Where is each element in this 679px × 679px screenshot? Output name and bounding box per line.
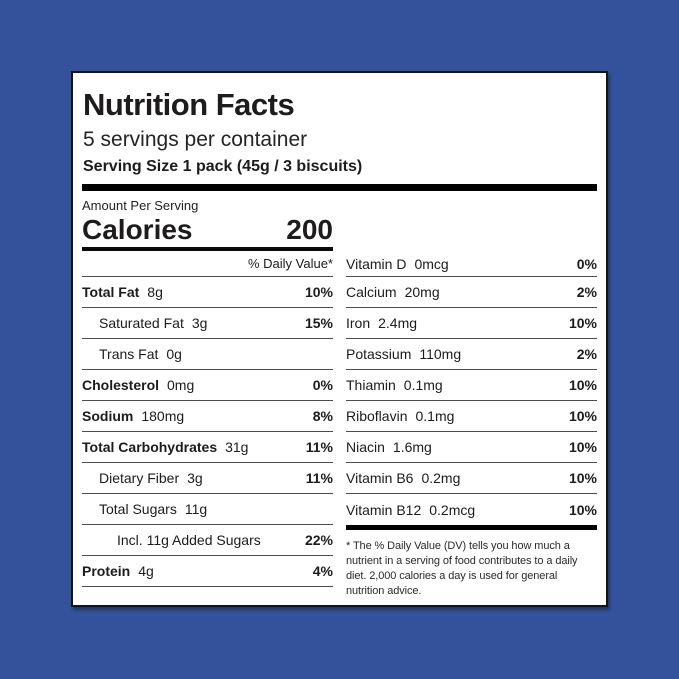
calories-value: 200 <box>286 214 333 245</box>
nutrient-amount: 11g <box>184 501 208 517</box>
nutrient-row: Vitamin B12 0.2mcg 10% <box>346 494 597 525</box>
nutrient-name: Vitamin B12 <box>346 501 422 518</box>
nutrient-name: Dietary Fiber <box>99 470 180 486</box>
nutrient-amount: 0mg <box>167 377 195 393</box>
nutrient-amount: 180mg <box>141 408 185 424</box>
nutrient-daily-value: 22% <box>304 532 333 548</box>
nutrient-daily-value: 11% <box>305 439 333 455</box>
nutrient-daily-value: 8% <box>312 408 333 424</box>
serving-size: Serving Size 1 pack (45g / 3 biscuits) <box>83 158 363 175</box>
nutrient-amount: 4g <box>138 563 154 579</box>
nutrient-daily-value: 10% <box>568 315 597 331</box>
nutrient-name: Total Carbohydrates <box>82 439 218 455</box>
page-title: Nutrition Facts <box>83 87 295 122</box>
header-divider-bar <box>82 184 597 191</box>
right-nutrient-list: Vitamin D 0mcg 0% Calcium 20mg 2% Iron 2.4mg 10%… <box>346 251 597 525</box>
nutrient-name: Trans Fat <box>99 346 159 362</box>
calories-row: Calories 200 <box>82 215 333 245</box>
left-column: % Daily Value* Total Fat 8g 10% Saturated F… <box>82 251 333 599</box>
nutrient-daily-value: 11% <box>305 470 333 486</box>
nutrient-row: Total Sugars 11g <box>82 494 333 525</box>
nutrient-columns: % Daily Value* Total Fat 8g 10% Saturated F… <box>82 251 597 599</box>
nutrient-amount: 31g <box>225 439 249 455</box>
nutrient-row: Total Carbohydrates 31g 11% <box>82 432 333 463</box>
nutrient-row: Total Fat 8g 10% <box>82 277 333 308</box>
nutrient-daily-value: 10% <box>568 439 597 455</box>
nutrient-daily-value: 15% <box>304 315 333 331</box>
nutrient-row: Vitamin B6 0.2mg 10% <box>346 463 597 494</box>
nutrient-name: Saturated Fat <box>99 315 184 331</box>
nutrient-amount: 0.1mg <box>415 408 455 424</box>
calories-divider-bar <box>82 247 333 251</box>
nutrient-name: Protein <box>82 563 131 579</box>
nutrition-facts-panel: Nutrition Facts 5 servings per container… <box>71 71 608 607</box>
servings-per-container: 5 servings per container <box>83 128 308 151</box>
nutrient-daily-value: 0% <box>312 377 333 393</box>
nutrient-row: Thiamin 0.1mg 10% <box>346 370 597 401</box>
nutrient-daily-value: 2% <box>576 346 597 362</box>
nutrient-name: Total Fat <box>82 284 140 300</box>
nutrient-daily-value: 10% <box>568 501 597 518</box>
nutrient-name: Vitamin B6 <box>346 470 414 486</box>
nutrient-amount: 0.2mcg <box>429 501 476 518</box>
nutrient-amount: 110mg <box>419 346 462 362</box>
nutrient-amount: 3g <box>191 315 208 331</box>
nutrient-amount: 0mcg <box>414 255 449 272</box>
nutrient-name: Sodium <box>82 408 134 424</box>
nutrient-amount: 2.4mg <box>378 315 418 331</box>
nutrient-daily-value: 10% <box>304 284 333 300</box>
nutrient-name: Total Sugars <box>99 501 177 517</box>
nutrient-row: Incl. 11g Added Sugars 22% <box>82 525 333 556</box>
nutrient-amount: 0.1mg <box>403 377 443 393</box>
daily-value-footnote: * The % Daily Value (DV) tells you how m… <box>346 540 578 597</box>
nutrient-amount: 0.2mg <box>421 470 461 486</box>
nutrient-daily-value: 10% <box>568 470 597 486</box>
nutrient-daily-value: 2% <box>576 284 597 300</box>
nutrient-row: Vitamin D 0mcg 0% <box>346 251 597 277</box>
nutrient-daily-value: 10% <box>568 408 597 424</box>
nutrient-amount: 1.6mg <box>392 439 432 455</box>
nutrient-daily-value: 10% <box>568 377 597 393</box>
nutrient-name: Iron <box>346 315 371 331</box>
nutrient-row: Protein 4g 4% <box>82 556 333 587</box>
nutrient-row: Dietary Fiber 3g 11% <box>82 463 333 494</box>
nutrient-amount: 0g <box>166 346 182 362</box>
nutrient-name: Niacin <box>346 439 385 455</box>
nutrient-row: Riboflavin 0.1mg 10% <box>346 401 597 432</box>
nutrient-name: Vitamin D <box>346 255 407 272</box>
nutrient-name: Potassium <box>346 346 412 362</box>
nutrient-row: Sodium 180mg 8% <box>82 401 333 432</box>
left-nutrient-list: Total Fat 8g 10% Saturated Fat 3g 15% Trans Fa… <box>82 277 333 587</box>
nutrient-amount: 8g <box>147 284 163 300</box>
nutrient-amount: 3g <box>187 470 203 486</box>
calories-label: Calories <box>82 214 193 245</box>
nutrient-row: Iron 2.4mg 10% <box>346 308 597 339</box>
nutrient-name: Cholesterol <box>82 377 160 393</box>
nutrient-name: Calcium <box>346 284 397 300</box>
amount-per-serving-label: Amount Per Serving <box>82 198 199 213</box>
nutrient-row: Trans Fat 0g <box>82 339 333 370</box>
nutrient-daily-value: 0% <box>576 255 597 272</box>
nutrient-row: Cholesterol 0mg 0% <box>82 370 333 401</box>
nutrient-row: Saturated Fat 3g 15% <box>82 308 333 339</box>
nutrient-name: Thiamin <box>346 377 396 393</box>
nutrient-daily-value: 4% <box>312 563 333 579</box>
nutrient-amount: 20mg <box>404 284 440 300</box>
nutrient-row: Niacin 1.6mg 10% <box>346 432 597 463</box>
right-column: Vitamin D 0mcg 0% Calcium 20mg 2% Iron 2.4mg 10%… <box>346 251 597 599</box>
daily-value-header: % Daily Value* <box>82 251 333 277</box>
nutrient-row: Potassium 110mg 2% <box>346 339 597 370</box>
nutrient-name: Riboflavin <box>346 408 408 424</box>
nutrient-row: Calcium 20mg 2% <box>346 277 597 308</box>
nutrient-name: Incl. 11g Added Sugars <box>117 532 261 548</box>
vitamins-divider-bar <box>346 525 597 530</box>
